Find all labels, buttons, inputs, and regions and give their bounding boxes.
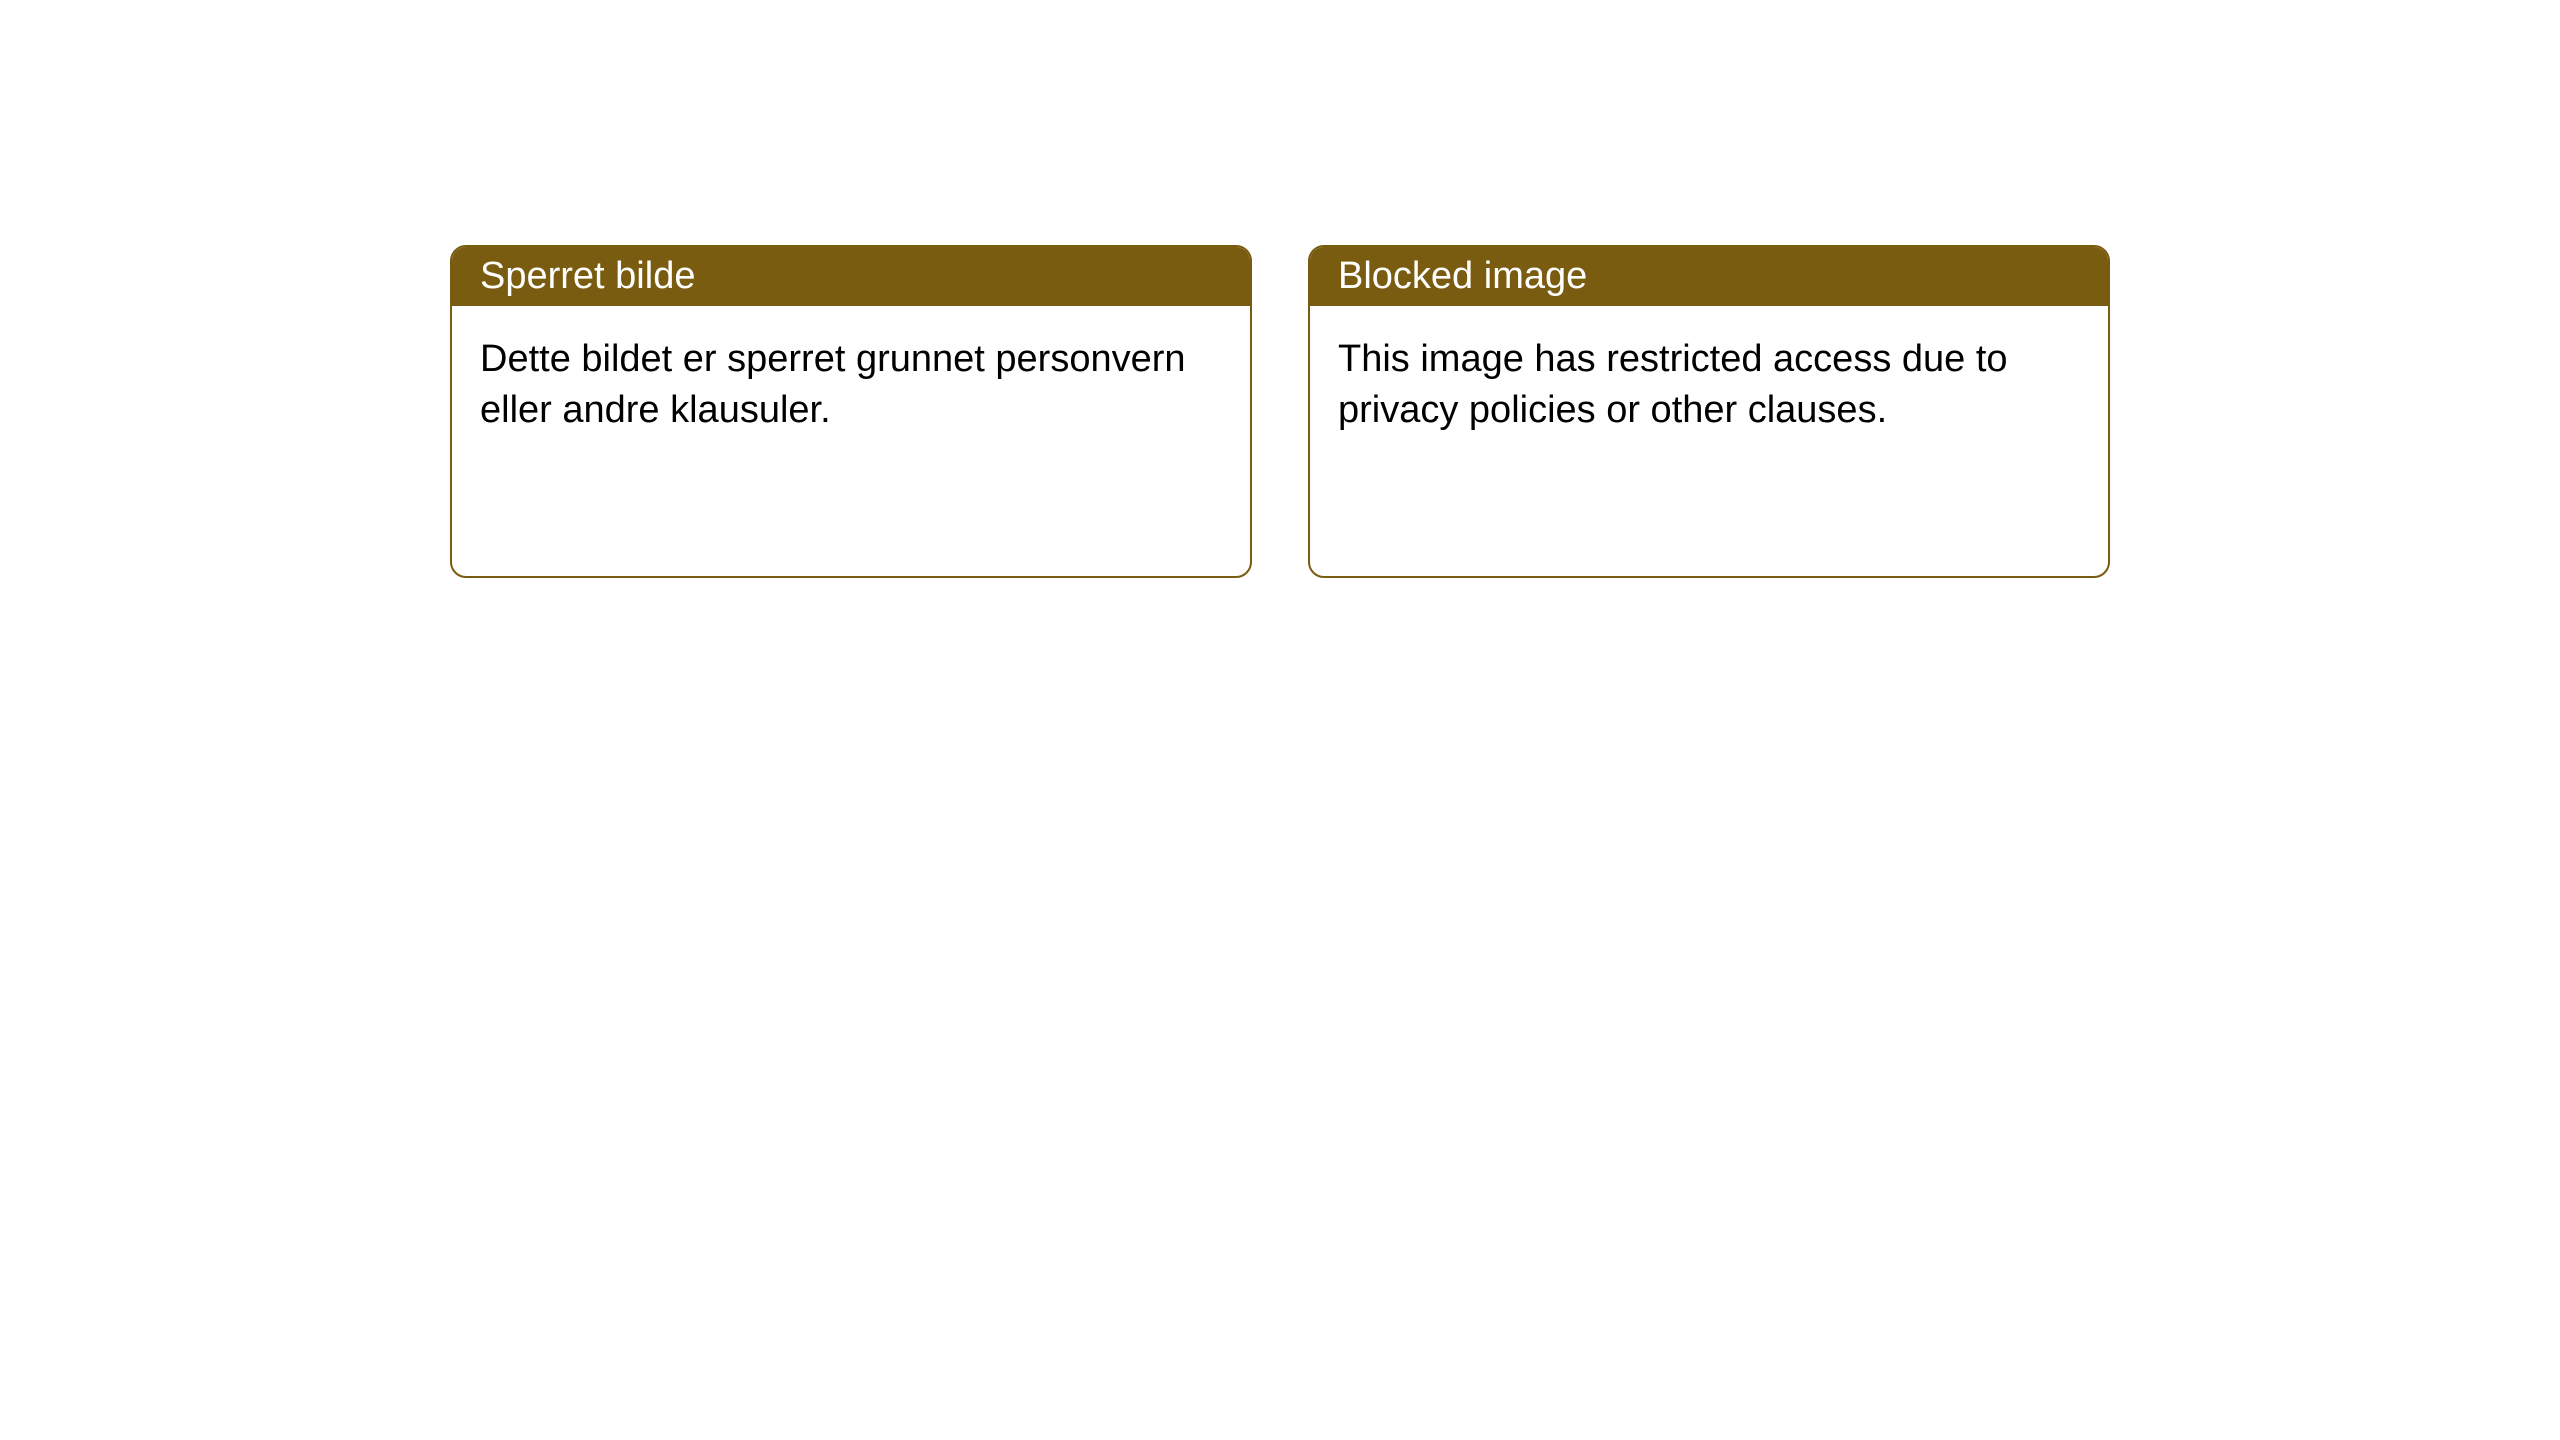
notice-header: Sperret bilde xyxy=(452,247,1250,306)
notice-body: This image has restricted access due to … xyxy=(1310,306,2108,465)
notice-text: Dette bildet er sperret grunnet personve… xyxy=(480,338,1186,431)
notice-text: This image has restricted access due to … xyxy=(1338,338,2008,431)
notice-title: Sperret bilde xyxy=(480,255,695,297)
notice-card-english: Blocked image This image has restricted … xyxy=(1308,245,2110,578)
notice-body: Dette bildet er sperret grunnet personve… xyxy=(452,306,1250,465)
notice-container: Sperret bilde Dette bildet er sperret gr… xyxy=(0,0,2560,578)
notice-title: Blocked image xyxy=(1338,255,1587,297)
notice-card-norwegian: Sperret bilde Dette bildet er sperret gr… xyxy=(450,245,1252,578)
notice-header: Blocked image xyxy=(1310,247,2108,306)
